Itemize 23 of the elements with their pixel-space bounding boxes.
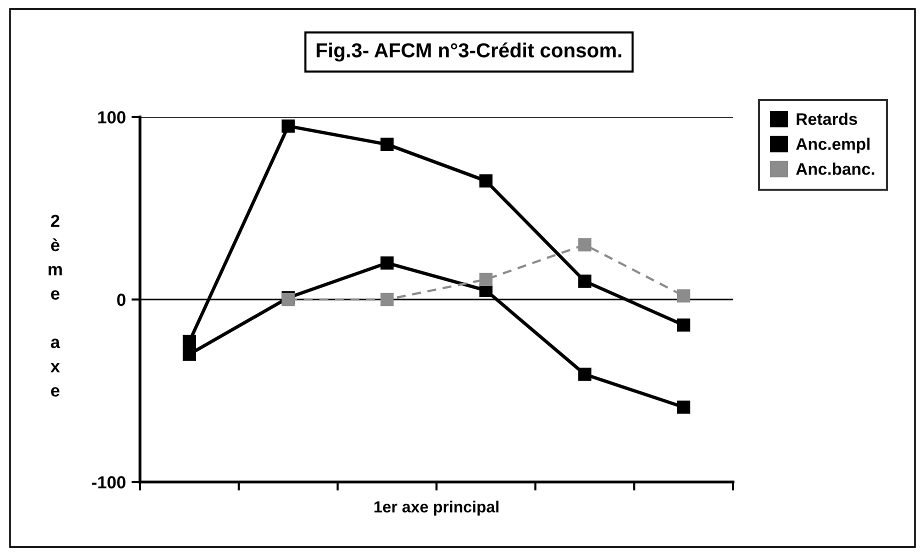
point [380, 292, 394, 306]
legend-label: Retards [796, 112, 858, 125]
x-axis-title: 1er axe principal [374, 500, 498, 516]
point [676, 318, 690, 332]
point [182, 334, 196, 348]
y-tick-label: 0 [117, 294, 126, 306]
point [479, 272, 493, 286]
legend-label: Anc.banc. [796, 162, 874, 175]
y-tick-label: 100 [98, 111, 126, 124]
point [578, 368, 592, 381]
point [578, 274, 592, 288]
chart-title: Fig.3- AFCM n°3-Crédit consom. [316, 42, 622, 62]
point [380, 138, 394, 151]
point [380, 256, 394, 270]
point [676, 400, 690, 414]
point [282, 120, 295, 133]
y-tick-label: -100 [92, 476, 126, 488]
point [182, 348, 196, 361]
point [676, 289, 690, 302]
legend-label: Anc.empl [796, 138, 870, 154]
text: 2ème axe [48, 214, 62, 397]
point [479, 174, 493, 188]
point [578, 238, 592, 252]
